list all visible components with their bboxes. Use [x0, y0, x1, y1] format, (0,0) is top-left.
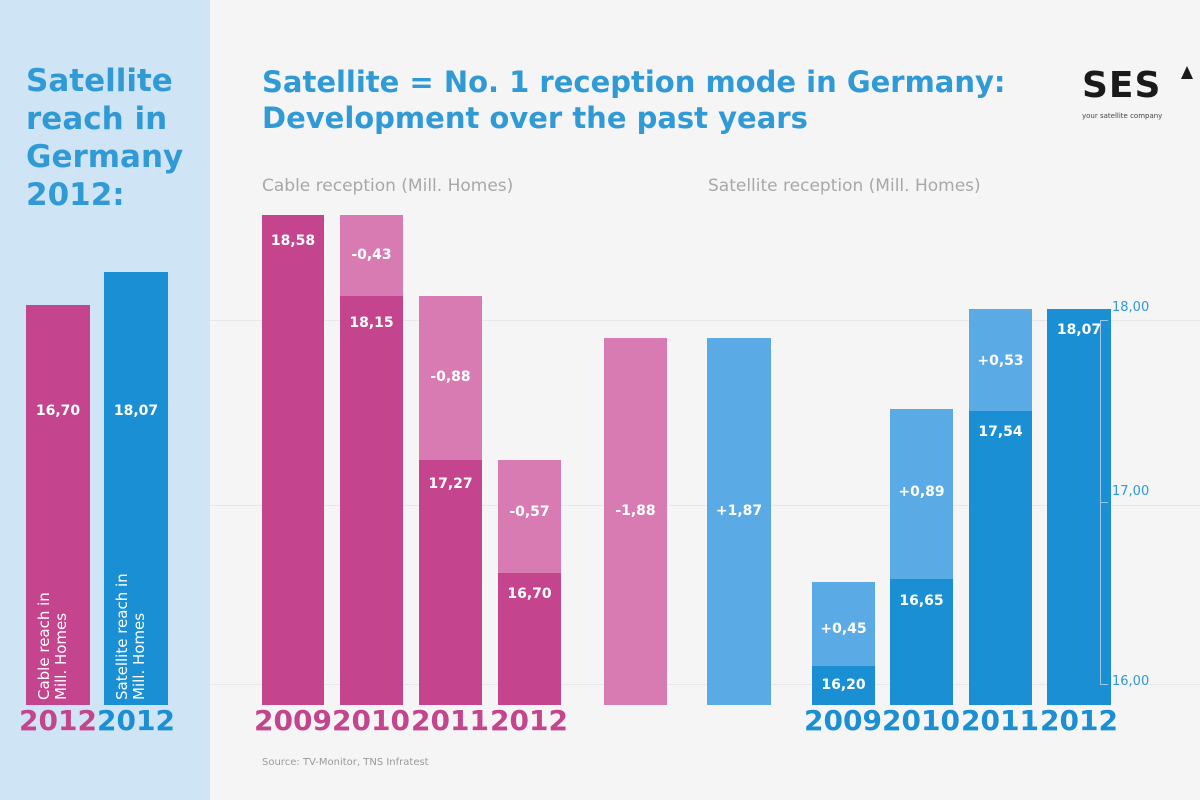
axis-tick-17 — [1100, 502, 1108, 503]
satellite-change-2011 — [969, 309, 1032, 411]
cable-bar-2010 — [340, 296, 403, 705]
satellite-value-2010: 16,65 — [899, 593, 944, 609]
satellite-bar-2011 — [969, 411, 1032, 705]
cable-subtitle: Cable reception (Mill. Homes) — [262, 176, 514, 196]
satellite-change-label-2010: +0,89 — [898, 484, 945, 500]
cable-year-2010: 2010 — [332, 704, 410, 737]
left-title: Satellite reach in Germany 2012: — [26, 63, 184, 213]
satellite-value-2009: 16,20 — [821, 677, 866, 693]
axis-label-18: 18,00 — [1112, 300, 1150, 315]
axis-label-16: 16,00 — [1112, 674, 1150, 689]
main-title: Satellite = No. 1 reception mode in Germ… — [262, 65, 1006, 135]
satellite-year-2012: 2012 — [1040, 704, 1118, 737]
cable-value-2009: 18,58 — [270, 233, 316, 249]
axis-tick-16 — [1100, 684, 1108, 685]
left-satellite-year: 2012 — [97, 704, 175, 737]
cable-total-change-label: -1,88 — [615, 503, 656, 519]
cable-change-2010 — [340, 215, 403, 296]
cable-change-label-2011: -0,88 — [430, 369, 471, 385]
satellite-change-2009 — [812, 582, 875, 666]
satellite-value-2012: 18,07 — [1056, 322, 1102, 338]
left-cable-value: 16,70 — [35, 403, 81, 419]
logo-arrow-icon — [1181, 66, 1193, 79]
cable-change-2012 — [498, 460, 561, 573]
cable-change-label-2010: -0,43 — [351, 247, 392, 263]
axis-label-17: 17,00 — [1112, 484, 1150, 499]
left-satellite-bar — [104, 272, 168, 705]
satellite-total-change-bar — [707, 338, 771, 705]
satellite-value-2011: 17,54 — [978, 424, 1023, 440]
satellite-bar-2009 — [812, 666, 875, 705]
satellite-subtitle: Satellite reception (Mill. Homes) — [708, 176, 981, 196]
cable-value-2012: 16,70 — [507, 586, 552, 602]
satellite-year-2010: 2010 — [882, 704, 960, 737]
satellite-year-2011: 2011 — [961, 704, 1039, 737]
cable-year-2009: 2009 — [254, 704, 332, 737]
left-cable-year: 2012 — [19, 704, 97, 737]
ses-logo: SES your satellite company — [1082, 66, 1193, 126]
satellite-change-label-2009: +0,45 — [820, 621, 867, 637]
satellite-change-label-2011: +0,53 — [977, 353, 1024, 369]
cable-value-2010: 18,15 — [349, 315, 394, 331]
satellite-total-change-label: +1,87 — [715, 503, 763, 519]
left-cable-bar — [26, 305, 90, 705]
source-note: Source: TV-Monitor, TNS Infratest — [262, 757, 429, 768]
cable-year-2011: 2011 — [411, 704, 489, 737]
satellite-year-2009: 2009 — [804, 704, 882, 737]
left-satellite-value: 18,07 — [113, 403, 159, 419]
satellite-bar-2012 — [1047, 309, 1111, 705]
left-cable-caption: Cable reach in Mill. Homes — [35, 592, 70, 700]
axis-tick-18 — [1100, 320, 1108, 321]
left-satellite-caption: Satellite reach in Mill. Homes — [113, 573, 148, 700]
satellite-bar-2010 — [890, 579, 953, 705]
cable-change-2011 — [419, 296, 482, 460]
cable-total-change-bar — [604, 338, 667, 705]
cable-year-2012: 2012 — [490, 704, 568, 737]
cable-value-2011: 17,27 — [428, 476, 473, 492]
cable-bar-2011 — [419, 460, 482, 705]
cable-bar-2012 — [498, 573, 561, 705]
cable-bar-2009 — [262, 215, 324, 705]
satellite-change-2010 — [890, 409, 953, 579]
cable-change-label-2012: -0,57 — [509, 504, 550, 520]
